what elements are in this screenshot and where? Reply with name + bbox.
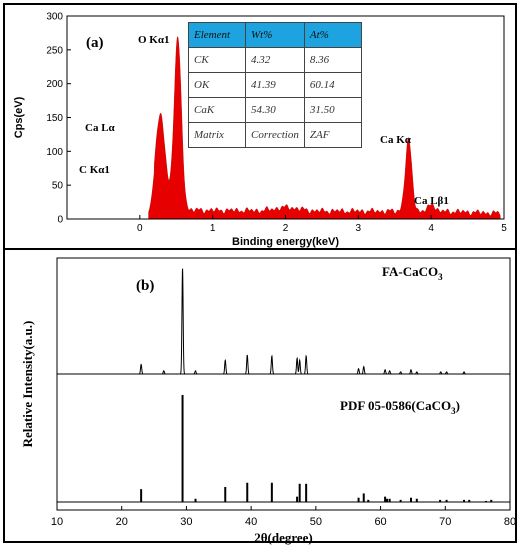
y-tick-label: 100 <box>46 147 63 158</box>
xrd-plot-frame <box>56 257 511 511</box>
series-label-pdf-reference: PDF 05-0586(CaCO3) <box>340 398 460 416</box>
table-row: Matrix Correction ZAF <box>188 122 362 148</box>
peak-annotation: Ca Lα <box>85 122 116 134</box>
peak-annotation: Ca Lβ1 <box>414 195 449 207</box>
table-cell: 60.14 <box>303 72 362 98</box>
y-axis-label: Cps(eV) <box>13 96 25 138</box>
y-tick-label: 0 <box>57 215 63 226</box>
y-tick-label: 200 <box>46 79 63 90</box>
x-tick-label: 5 <box>501 223 507 234</box>
table-cell: Correction <box>245 122 305 148</box>
table-cell: 31.50 <box>303 97 362 123</box>
y-axis-label: Relative Intensity(a.u.) <box>20 321 35 448</box>
x-tick-label: 70 <box>439 516 451 528</box>
table-cell: 54.30 <box>245 97 305 123</box>
table-header-row: Element Wt% At% <box>188 22 362 48</box>
table-cell: CaK <box>188 97 246 123</box>
x-tick-label: 10 <box>51 516 63 528</box>
table-cell: ZAF <box>303 122 362 148</box>
table-row: CaK 54.30 31.50 <box>188 97 362 123</box>
peak-annotation: Ca Kα <box>380 134 412 146</box>
peak-annotation: O Kα1 <box>138 34 170 46</box>
peak-annotation: C Kα1 <box>79 164 110 176</box>
x-tick-label: 20 <box>116 516 128 528</box>
x-axis-label: 2θ(degree) <box>254 530 313 545</box>
x-tick-label: 4 <box>428 223 434 234</box>
x-tick-label: 3 <box>356 223 362 234</box>
table-cell: Matrix <box>188 122 246 148</box>
x-tick-label: 80 <box>504 516 516 528</box>
panel-label-a: (a) <box>86 35 104 51</box>
x-tick-label: 60 <box>374 516 386 528</box>
panel-divider <box>3 248 517 250</box>
y-tick-label: 150 <box>46 113 63 124</box>
table-header-cell: At% <box>303 22 362 48</box>
x-tick-label: 50 <box>310 516 322 528</box>
spectrum-area <box>148 36 501 220</box>
x-axis-label: Binding energy(keV) <box>232 236 339 248</box>
series-line-fa-caco3 <box>57 268 510 375</box>
series-label-fa-caco3: FA-CaCO3 <box>382 264 443 282</box>
table-header-cell: Element <box>188 22 246 48</box>
panel-label-b: (b) <box>136 278 154 294</box>
table-cell: 41.39 <box>245 72 305 98</box>
x-tick-label: 2 <box>283 223 289 234</box>
table-cell: CK <box>188 47 246 73</box>
y-tick-label: 300 <box>46 12 63 23</box>
eds-composition-table: Element Wt% At% CK 4.32 8.36 OK 41.39 60… <box>188 22 362 148</box>
figure-frame <box>3 3 517 543</box>
y-tick-label: 250 <box>46 45 63 56</box>
table-row: OK 41.39 60.14 <box>188 72 362 98</box>
table-cell: OK <box>188 72 246 98</box>
table-cell: 8.36 <box>303 47 362 73</box>
table-cell: 4.32 <box>245 47 305 73</box>
x-tick-label: 30 <box>180 516 192 528</box>
y-tick-label: 50 <box>52 181 64 192</box>
x-tick-label: 1 <box>210 223 216 234</box>
xrd-pattern-chart: 10 20 30 40 50 60 70 80 2θ(degree) Relative Inten… <box>20 257 516 545</box>
x-tick-label: 40 <box>245 516 257 528</box>
x-tick-label: 0 <box>137 223 143 234</box>
table-header-cell: Wt% <box>245 22 305 48</box>
table-row: CK 4.32 8.36 <box>188 47 362 73</box>
